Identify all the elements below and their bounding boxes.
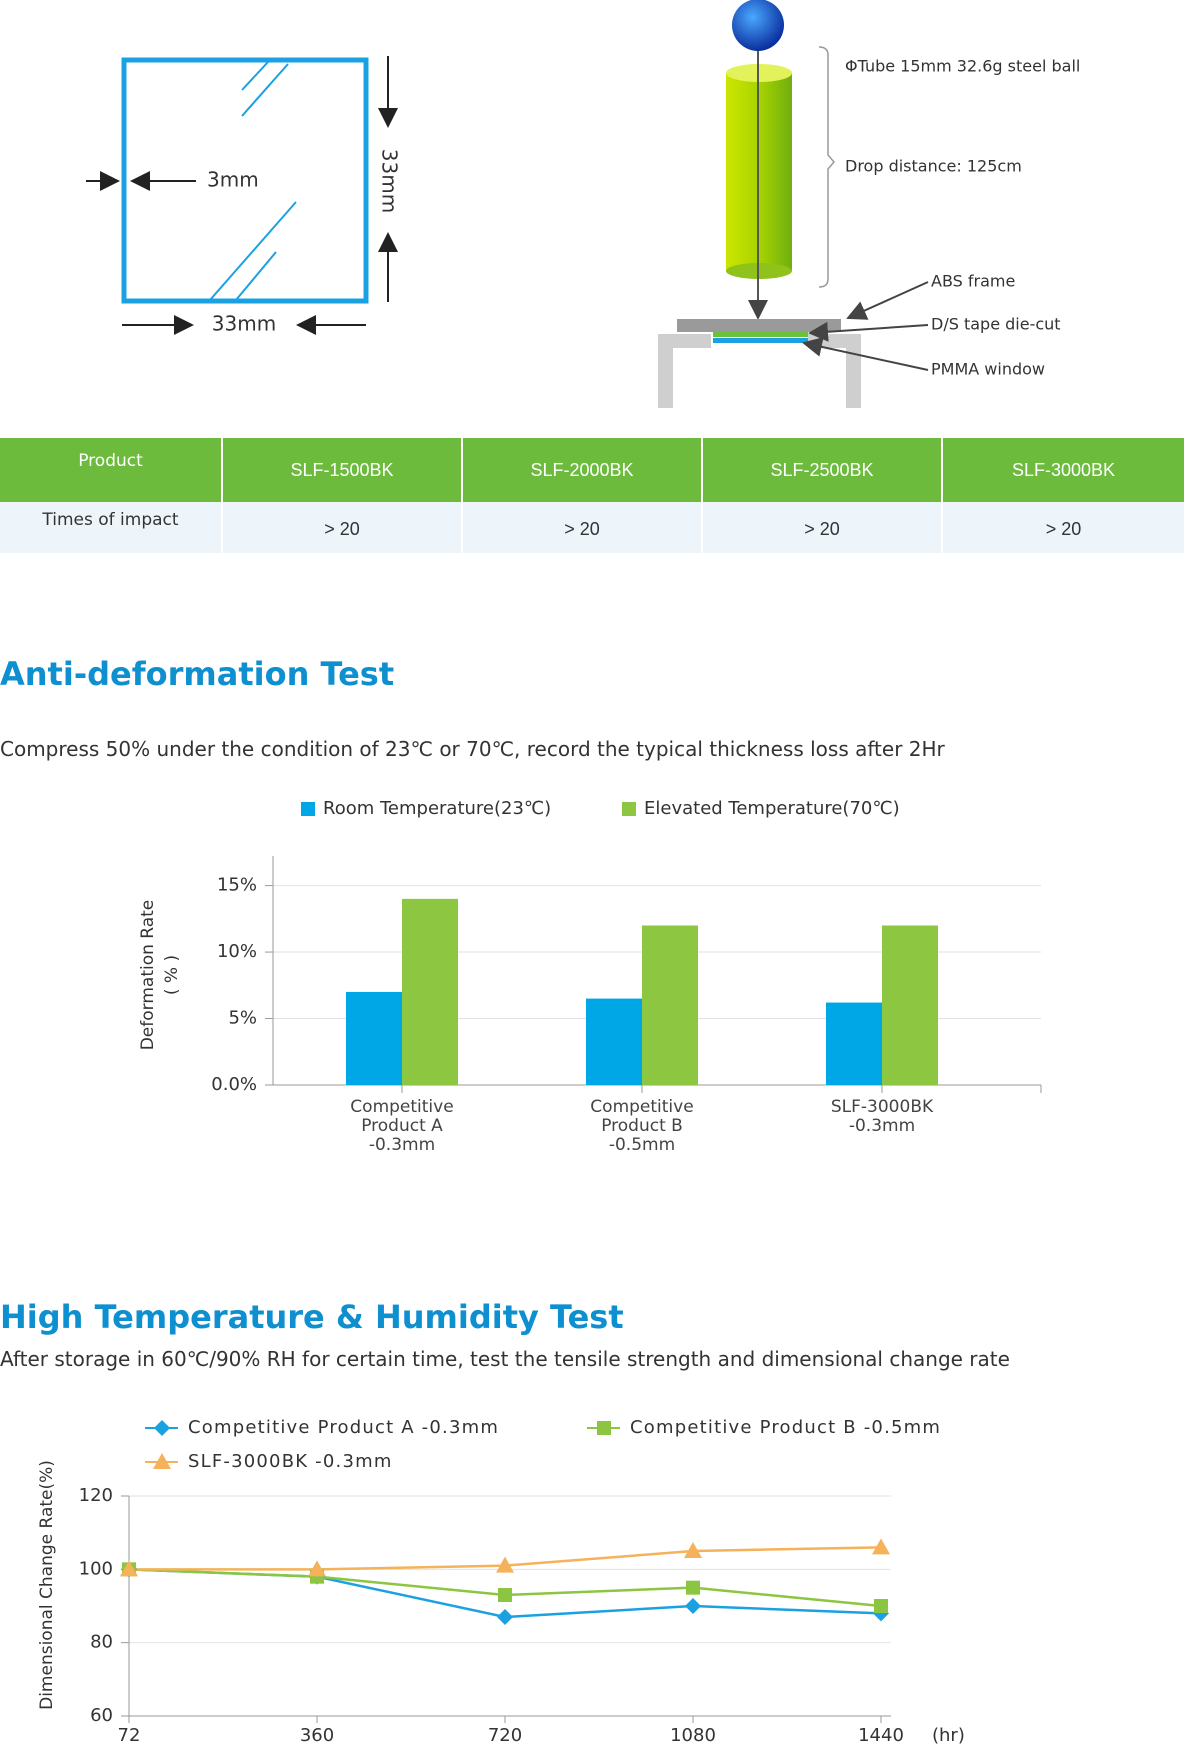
marker xyxy=(597,1421,611,1435)
table-cell: > 20 xyxy=(703,502,941,553)
table-cell: Times of impact xyxy=(0,502,221,553)
y-tick-label: 0.0% xyxy=(211,1074,257,1095)
diagram-label: Drop distance: 125cm xyxy=(845,157,1022,176)
x-tick-label: 72 xyxy=(118,1725,141,1746)
table-cell: > 20 xyxy=(943,502,1184,553)
legend-label: Competitive Product B -0.5mm xyxy=(630,1417,941,1438)
bar xyxy=(642,925,698,1085)
x-tick-label: Competitive Product B -0.5mm xyxy=(590,1097,694,1155)
bar xyxy=(882,925,938,1085)
section-title: Anti-deformation Test xyxy=(0,655,395,693)
y-tick-label: 15% xyxy=(217,875,257,896)
drop-test-diagram: ΦTube 15mm 32.6g steel ball Drop distanc… xyxy=(658,0,1080,408)
table-cell: > 20 xyxy=(463,502,701,553)
diagram-label: D/S tape die-cut xyxy=(931,315,1061,334)
y-axis-label: Dimensional Change Rate(%) xyxy=(37,1460,57,1710)
marker xyxy=(154,1420,170,1436)
diagram-label: PMMA window xyxy=(931,360,1045,379)
table-header-cell: SLF-3000BK xyxy=(943,438,1184,502)
diagram-label: ABS frame xyxy=(931,272,1015,291)
table-header-cell: SLF-1500BK xyxy=(223,438,461,502)
bar xyxy=(586,998,642,1085)
table-header-cell: SLF-2000BK xyxy=(463,438,701,502)
y-tick-label: 120 xyxy=(79,1485,113,1506)
marker xyxy=(685,1598,701,1614)
y-tick-label: 10% xyxy=(217,941,257,962)
legend-label: SLF-3000BK -0.3mm xyxy=(188,1451,393,1472)
bar xyxy=(346,991,402,1085)
y-axis-label-note: ( % ) xyxy=(162,955,182,995)
x-tick-label: 720 xyxy=(488,1725,522,1746)
x-tick-label: Competitive Product A -0.3mm xyxy=(350,1097,454,1155)
marker xyxy=(153,1453,171,1469)
legend-label: Room Temperature(23℃) xyxy=(323,798,551,819)
x-tick-label: 1440 xyxy=(858,1725,904,1746)
section-title: High Temperature & Humidity Test xyxy=(0,1298,624,1336)
marker xyxy=(120,1560,138,1577)
x-axis-label: (hr) xyxy=(932,1725,965,1746)
width-label: 33mm xyxy=(212,312,276,336)
x-tick-label: 360 xyxy=(300,1725,334,1746)
x-tick-label: 1080 xyxy=(670,1725,716,1746)
legend-swatch xyxy=(622,802,636,816)
marker xyxy=(872,1538,890,1555)
bar xyxy=(826,1002,882,1085)
bar xyxy=(402,898,458,1085)
y-axis-label: Deformation Rate xyxy=(138,900,158,1051)
section-description: After storage in 60℃/90% RH for certain … xyxy=(0,1347,1010,1371)
marker xyxy=(686,1580,700,1595)
y-tick-label: 100 xyxy=(79,1558,113,1579)
marker xyxy=(308,1560,326,1577)
x-tick-label: SLF-3000BK -0.3mm xyxy=(830,1097,934,1136)
sample-diagram: 3mm 33mm 33mm xyxy=(86,56,402,336)
y-tick-label: 5% xyxy=(228,1008,257,1029)
table-cell: > 20 xyxy=(223,502,461,553)
table-header-cell: Product xyxy=(0,438,221,502)
edge-label: 3mm xyxy=(207,168,259,192)
marker xyxy=(874,1599,888,1613)
diagram-label: ΦTube 15mm 32.6g steel ball xyxy=(845,57,1080,76)
marker xyxy=(496,1556,514,1573)
legend-label: Elevated Temperature(70℃) xyxy=(644,798,900,819)
marker xyxy=(498,1588,512,1602)
y-tick-label: 80 xyxy=(90,1632,113,1653)
y-tick-label: 60 xyxy=(90,1705,113,1726)
legend-label: Competitive Product A -0.3mm xyxy=(188,1417,499,1438)
section-description: Compress 50% under the condition of 23℃ … xyxy=(0,737,945,761)
marker xyxy=(684,1542,702,1558)
table-header-cell: SLF-2500BK xyxy=(703,438,941,502)
legend-swatch xyxy=(301,802,315,816)
marker xyxy=(497,1609,513,1625)
height-label: 33mm xyxy=(378,149,402,213)
